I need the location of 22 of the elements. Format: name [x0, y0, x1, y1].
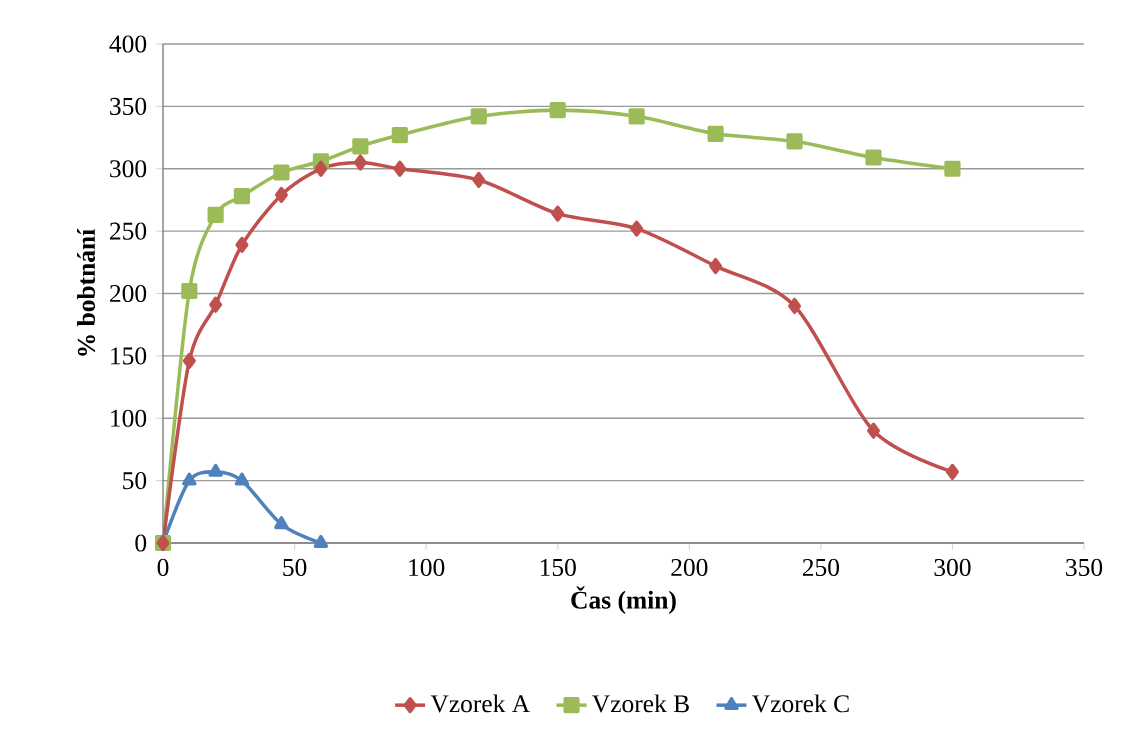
- y-axis-title: % bobtnání: [77, 228, 96, 356]
- x-tick-label: 300: [934, 558, 971, 577]
- y-tick-label: 300: [110, 160, 147, 178]
- x-tick-label: 250: [802, 558, 839, 577]
- y-tick-label: 250: [110, 222, 147, 240]
- y-tick-label: 400: [109, 35, 147, 53]
- x-tick-label: 150: [540, 558, 576, 577]
- x-tick-label: 100: [409, 558, 445, 577]
- x-tick-label: 50: [283, 558, 307, 577]
- y-tick-label: 0: [135, 534, 147, 552]
- x-tick-label: 200: [671, 558, 708, 577]
- legend-label: Vzorek C: [752, 694, 849, 713]
- y-tick-label: 50: [123, 472, 147, 490]
- x-tick-label: 0: [157, 558, 169, 577]
- y-tick-label: 100: [111, 409, 147, 427]
- legend-label: Vzorek A: [430, 694, 530, 713]
- x-axis-title: Čas (min): [571, 586, 676, 614]
- y-tick-label: 200: [110, 284, 147, 303]
- y-tick-label: 350: [110, 97, 147, 115]
- x-tick-label: 350: [1066, 558, 1103, 577]
- legend-label: Vzorek B: [592, 694, 689, 713]
- y-tick-label: 150: [111, 347, 147, 365]
